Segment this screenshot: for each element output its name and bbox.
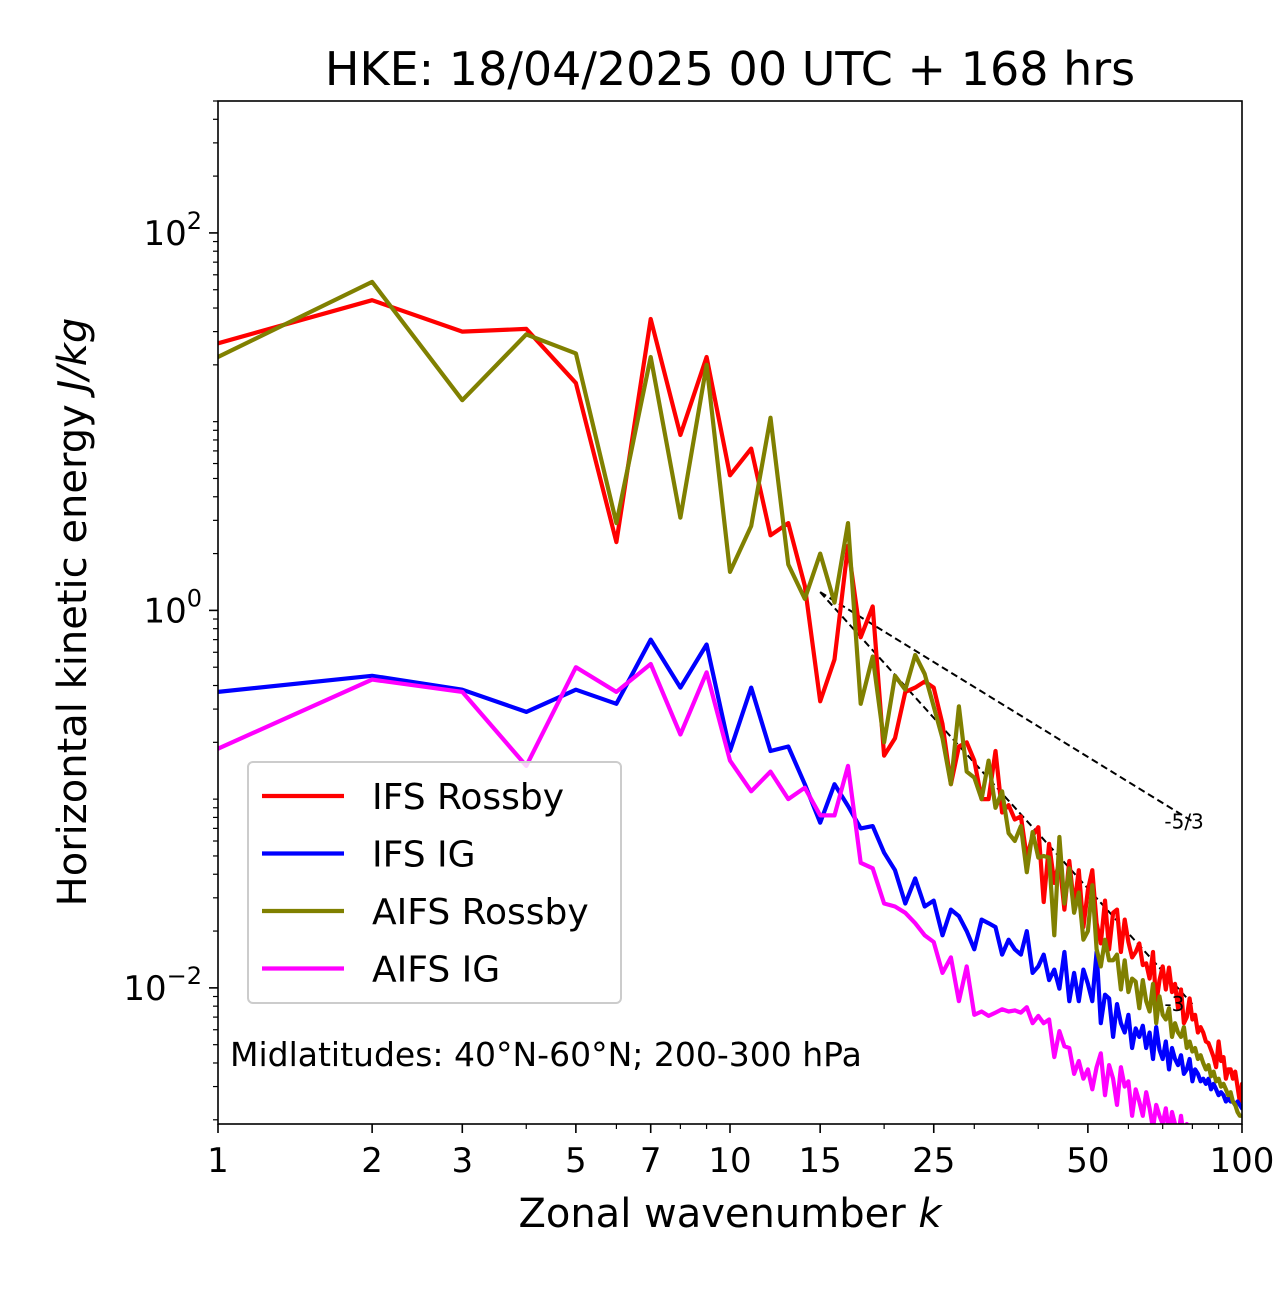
plot-frame	[217, 100, 1243, 1125]
legend-label: AIFS IG	[372, 950, 500, 991]
x-tick-label: 25	[912, 1141, 955, 1181]
x-tick-label: 3	[451, 1141, 473, 1181]
legend-label: IFS Rossby	[372, 777, 564, 818]
x-tick-label: 50	[1066, 1141, 1109, 1181]
legend-entry: IFS IG	[262, 835, 476, 876]
y-tick-label: 100	[143, 584, 202, 631]
reference-line-labels: -5/3 -3	[1164, 809, 1203, 1016]
legend-entry: IFS Rossby	[262, 777, 564, 818]
series-line-3	[218, 661, 1189, 1124]
y-tick-label: 10−2	[123, 962, 202, 1009]
x-tick-label: 5	[565, 1141, 587, 1181]
x-tick-label: 15	[799, 1141, 842, 1181]
reference-line-0	[819, 591, 1193, 823]
x-tick-label: 7	[640, 1141, 662, 1181]
chart-title: HKE: 18/04/2025 00 UTC + 168 hrs	[325, 42, 1135, 96]
x-axis-label: Zonal wavenumber k	[518, 1191, 943, 1237]
reference-lines	[819, 591, 1194, 1005]
x-tick-label: 1	[207, 1141, 229, 1181]
reference-line-label-0: -5/3	[1164, 809, 1203, 833]
legend-label: IFS IG	[372, 835, 476, 876]
region-annotation: Midlatitudes: 40°N-60°N; 200-300 hPa	[230, 1035, 862, 1074]
series-line-2	[218, 279, 1242, 1118]
y-axis-ticks: 102 100 10−2	[123, 100, 218, 1121]
legend-label: AIFS Rossby	[372, 892, 589, 933]
series-lines	[218, 279, 1242, 1124]
x-axis-ticks: 1 2 3 5 7 10 15 25 50 100	[207, 1124, 1274, 1181]
x-tick-label: 2	[361, 1141, 383, 1181]
x-tick-label: 10	[708, 1141, 751, 1181]
legend-frame	[247, 761, 622, 1004]
y-tick-label: 102	[143, 207, 202, 254]
reference-line-1	[819, 591, 1194, 1005]
reference-line-label-1: -3	[1164, 992, 1184, 1016]
legend: IFS Rossby IFS IG AIFS Rossby AIFS IG	[247, 761, 622, 1004]
legend-entry: AIFS Rossby	[262, 892, 589, 933]
legend-entry: AIFS IG	[262, 950, 500, 991]
y-axis-label: Horizontal kinetic energy J/kg	[50, 318, 96, 907]
x-tick-label: 100	[1210, 1141, 1275, 1181]
